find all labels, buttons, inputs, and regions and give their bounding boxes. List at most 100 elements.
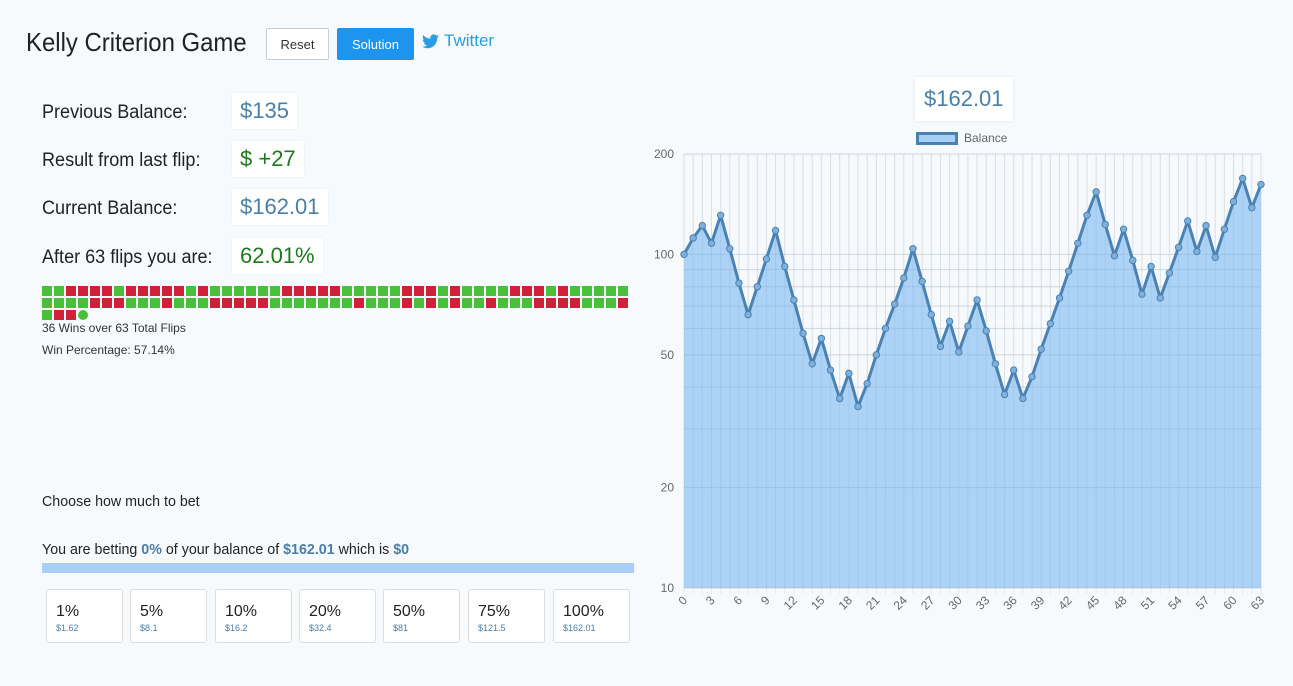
balance-point: [689, 234, 697, 242]
flip-win: [222, 286, 232, 296]
bet-option-100[interactable]: 100% $162.01: [553, 589, 630, 643]
flip-win: [318, 298, 328, 308]
x-tick-label: 42: [1055, 593, 1075, 613]
legend-swatch: [916, 131, 958, 145]
win-percentage: Win Percentage: 57.14%: [42, 343, 175, 357]
flip-loss: [402, 298, 412, 308]
flip-win: [366, 286, 376, 296]
balance-point: [1184, 217, 1192, 225]
flip-win: [378, 298, 388, 308]
flip-win: [54, 286, 64, 296]
balance-point: [1248, 204, 1256, 212]
x-tick-label: 60: [1220, 593, 1240, 613]
balance-point: [835, 394, 844, 403]
flip-loss: [426, 298, 436, 308]
flip-win: [306, 298, 316, 308]
balance-point: [1165, 269, 1174, 277]
balance-point: [680, 250, 688, 259]
flip-loss: [102, 298, 112, 308]
x-tick-label: 6: [730, 593, 745, 608]
bet-option-1[interactable]: 1% $1.62: [46, 589, 123, 643]
bet-option-amount: $1.62: [56, 623, 79, 633]
flip-win: [462, 298, 472, 308]
balance-point: [918, 277, 926, 286]
balance-point: [909, 245, 917, 253]
balance-area: [684, 178, 1261, 588]
bet-option-20[interactable]: 20% $32.4: [299, 589, 376, 643]
x-tick-label: 18: [836, 593, 856, 613]
balance-point: [707, 239, 716, 247]
balance-line: [682, 176, 1263, 409]
balance-point: [698, 221, 707, 230]
y-tick-label: 200: [654, 147, 674, 161]
flip-win: [270, 298, 280, 308]
balance-point: [936, 342, 945, 351]
balance-point: [1229, 197, 1238, 206]
chart-legend: Balance: [916, 131, 1007, 145]
after-flips-value: 62.01%: [232, 238, 323, 274]
flip-win: [258, 286, 268, 296]
solution-button[interactable]: Solution: [337, 28, 414, 60]
balance-point: [973, 296, 981, 304]
flip-loss: [558, 298, 568, 308]
balance-point: [1156, 294, 1164, 302]
bet-option-amount: $81: [393, 623, 409, 633]
flip-loss: [150, 286, 160, 296]
last-flip-result-label: Result from last flip:: [42, 150, 201, 171]
reset-button[interactable]: Reset: [266, 28, 329, 60]
balance-point: [1028, 372, 1036, 381]
balance-point: [945, 317, 954, 326]
bet-option-10[interactable]: 10% $16.2: [215, 589, 292, 643]
betting-summary: You are betting 0% of your balance of $1…: [42, 541, 409, 558]
bet-option-75[interactable]: 75% $121.5: [468, 589, 545, 643]
flip-win: [438, 298, 448, 308]
wins-summary: 36 Wins over 63 Total Flips: [42, 321, 186, 335]
flip-win: [606, 286, 616, 296]
balance-point: [781, 262, 789, 271]
flip-win: [234, 286, 244, 296]
y-tick-label: 20: [661, 481, 675, 495]
balance-point: [1046, 319, 1055, 328]
flip-win: [342, 286, 352, 296]
betting-amount: $0: [393, 541, 410, 558]
flip-win: [594, 286, 604, 296]
flip-loss: [246, 298, 256, 308]
flip-loss: [558, 286, 568, 296]
flip-win: [138, 298, 148, 308]
flip-loss: [486, 298, 496, 308]
balance-point: [991, 360, 1000, 368]
bet-slider[interactable]: [42, 563, 634, 573]
x-tick-label: 45: [1083, 593, 1103, 613]
flip-loss: [330, 286, 340, 296]
balance-point: [1202, 221, 1210, 230]
balance-point: [1147, 262, 1155, 271]
balance-point: [1238, 174, 1247, 183]
x-tick-label: 33: [973, 593, 993, 613]
bet-option-50[interactable]: 50% $81: [383, 589, 460, 643]
flip-loss: [102, 286, 112, 296]
balance-point: [799, 329, 807, 338]
balance-point: [1083, 211, 1091, 219]
x-tick-label: 54: [1165, 593, 1185, 613]
flip-loss: [138, 286, 148, 296]
flip-win: [54, 298, 64, 308]
flip-win: [282, 298, 292, 308]
bet-option-percent: 5%: [140, 603, 164, 620]
balance-point: [1064, 267, 1073, 276]
twitter-link[interactable]: Twitter: [422, 31, 494, 51]
bet-option-5[interactable]: 5% $8.1: [130, 589, 207, 643]
flip-win: [66, 298, 76, 308]
flip-win: [150, 298, 160, 308]
flip-win: [42, 310, 52, 320]
flip-win: [510, 298, 520, 308]
flip-win: [42, 298, 52, 308]
flip-win: [42, 286, 52, 296]
balance-point: [808, 360, 816, 368]
flip-win: [582, 298, 592, 308]
flip-loss: [162, 298, 172, 308]
balance-point: [845, 369, 853, 378]
flip-win: [414, 298, 424, 308]
flip-loss: [114, 298, 124, 308]
flip-win: [246, 286, 256, 296]
x-tick-label: 0: [675, 593, 690, 608]
